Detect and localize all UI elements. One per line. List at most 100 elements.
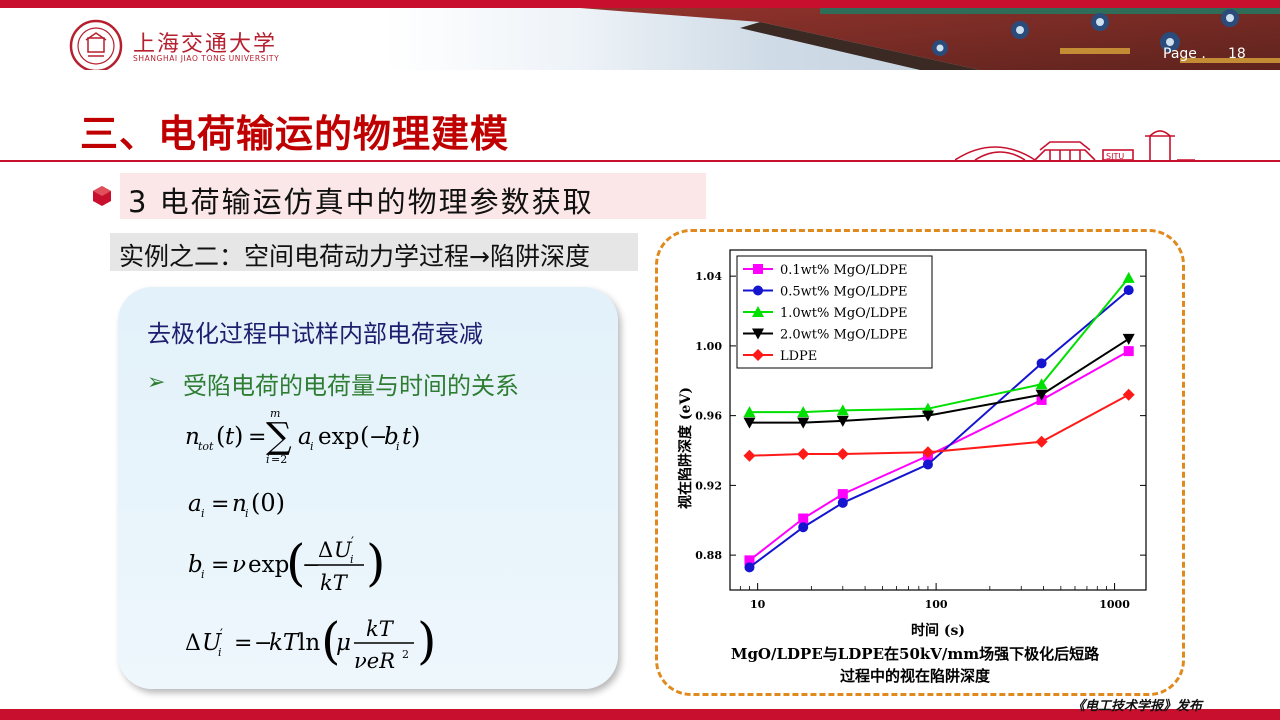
svg-text:kT: kT — [269, 630, 300, 656]
svg-text:n: n — [232, 491, 247, 517]
svg-text:=: = — [234, 631, 252, 656]
series-line-4 — [749, 338, 1130, 424]
chart-caption-line1: MgO/LDPE与LDPE在50kV/mm场强下极化后短路 — [730, 645, 1100, 663]
slide-title: 三、电荷输运的物理建模 — [80, 112, 510, 156]
svg-text:exp: exp — [318, 424, 359, 450]
series-point-5 — [797, 448, 810, 460]
formula-panel — [118, 287, 618, 689]
svg-text:b: b — [384, 424, 399, 450]
y-tick-label: 1.04 — [695, 270, 722, 283]
page-label: Page . — [1163, 46, 1206, 62]
top-red-bar — [0, 0, 1280, 8]
roof-eaves-photo — [580, 8, 1280, 70]
campus-skyline-decoration: SJTU — [955, 130, 1195, 161]
x-axis-label: 时间 (s) — [911, 622, 965, 638]
x-tick-label: 100 — [925, 598, 948, 611]
svg-text:m: m — [270, 407, 280, 420]
svg-text:−: − — [369, 425, 387, 450]
y-tick-label: 0.92 — [695, 479, 722, 492]
chart-caption-line2: 过程中的视在陷阱深度 — [839, 667, 990, 685]
university-name-cn: 上海交通大学 — [133, 32, 278, 57]
series-point-1 — [744, 555, 755, 566]
legend-label-1: 0.1wt% MgO/LDPE — [780, 263, 907, 278]
header-banner: 上海交通大学 SHANGHAI JIAO TONG UNIVERSITY Pag… — [0, 8, 1280, 70]
svg-text:a: a — [298, 424, 312, 450]
formula-ntot: n tot ( t ) = m ∑ i =2 a i exp ( − b i t… — [185, 407, 420, 466]
svg-text:νeR: νeR — [354, 649, 395, 673]
svg-text:ν: ν — [232, 552, 246, 578]
series-point-5 — [836, 448, 849, 460]
svg-text:): ) — [411, 422, 420, 450]
svg-text:(: ( — [286, 534, 306, 592]
svg-text:U: U — [202, 630, 223, 656]
series-point-2 — [1036, 358, 1047, 369]
series-point-4 — [797, 417, 810, 429]
series-point-2 — [744, 562, 755, 573]
svg-text:Δ: Δ — [318, 538, 333, 562]
y-tick-label: 1.00 — [695, 340, 722, 353]
svg-text:tot: tot — [198, 440, 214, 453]
formula-bi: b i = ν exp ( − Δ U ′ i kT ) — [188, 534, 386, 595]
legend-marker-3 — [752, 306, 764, 317]
series-point-5 — [743, 449, 756, 462]
series-point-4 — [1035, 389, 1048, 401]
series-line-3 — [749, 277, 1130, 414]
series-point-4 — [836, 415, 849, 427]
legend-marker-5 — [752, 349, 764, 361]
svg-text:a: a — [188, 491, 202, 517]
series-point-3 — [1035, 378, 1048, 390]
svg-text:b: b — [188, 552, 203, 578]
y-axis-label: 视在陷阱深度 (eV) — [677, 387, 694, 509]
svg-text:): ) — [417, 612, 437, 670]
series-point-2 — [1123, 285, 1134, 296]
svg-text:i: i — [201, 568, 205, 581]
x-tick-label: 1000 — [1099, 598, 1130, 611]
formula-ai: a i = n i (0) — [188, 489, 285, 520]
svg-text:μ: μ — [336, 630, 351, 656]
svg-text:(: ( — [360, 422, 369, 450]
series-point-3 — [836, 404, 849, 416]
series-point-5 — [1122, 388, 1135, 401]
series-point-2 — [798, 522, 809, 533]
svg-text:i: i — [266, 453, 270, 466]
legend-marker-1 — [753, 264, 763, 274]
series-point-5 — [921, 446, 934, 459]
svg-text:∑: ∑ — [266, 416, 292, 457]
trap-depth-chart: 0.88 0.92 0.96 1.00 1.04 10 100 1000 0.1wt% MgO… — [677, 249, 1147, 638]
legend-label-2: 0.5wt% MgO/LDPE — [780, 285, 907, 300]
series-point-3 — [797, 406, 810, 418]
svg-text:(0): (0) — [251, 489, 285, 517]
svg-text:kT: kT — [366, 617, 395, 641]
svg-text:i: i — [310, 440, 314, 453]
arrow-bullet-icon: ➢ — [147, 370, 166, 395]
series-point-4 — [743, 417, 756, 429]
svg-text:′: ′ — [220, 627, 223, 642]
svg-text:n: n — [185, 424, 200, 450]
series-point-1 — [1123, 346, 1134, 357]
svg-text:kT: kT — [320, 571, 349, 595]
svg-text:i: i — [396, 440, 400, 453]
svg-text:U: U — [334, 538, 353, 562]
svg-text:ln: ln — [298, 630, 320, 656]
series-point-4 — [1122, 333, 1135, 345]
series-point-1 — [798, 513, 809, 524]
svg-text:i: i — [350, 553, 354, 566]
svg-text:(: ( — [321, 612, 341, 670]
hexagon-bullet-icon — [93, 186, 111, 206]
svg-text:=2: =2 — [271, 453, 287, 466]
series-point-3 — [743, 406, 756, 418]
svg-text:′: ′ — [351, 535, 354, 550]
section-heading: 3 电荷输运仿真中的物理参数获取 — [120, 173, 706, 219]
svg-text:2: 2 — [402, 648, 409, 661]
panel-title: 去极化过程中试样内部电荷衰减 — [147, 320, 483, 348]
series-point-5 — [1035, 435, 1048, 448]
university-name-en: SHANGHAI JIAO TONG UNIVERSITY — [133, 54, 280, 63]
section-heading-text: 3 电荷输运仿真中的物理参数获取 — [128, 185, 594, 219]
svg-text:=: = — [211, 492, 229, 517]
series-point-2 — [837, 497, 848, 508]
page-number: 18 — [1228, 46, 1246, 62]
bottom-red-bar — [0, 709, 1280, 720]
chart-caption: MgO/LDPE与LDPE在50kV/mm场强下极化后短路 过程中的视在陷阱深度 — [680, 643, 1150, 687]
svg-text:): ) — [366, 534, 386, 592]
title-underline — [0, 160, 1280, 162]
